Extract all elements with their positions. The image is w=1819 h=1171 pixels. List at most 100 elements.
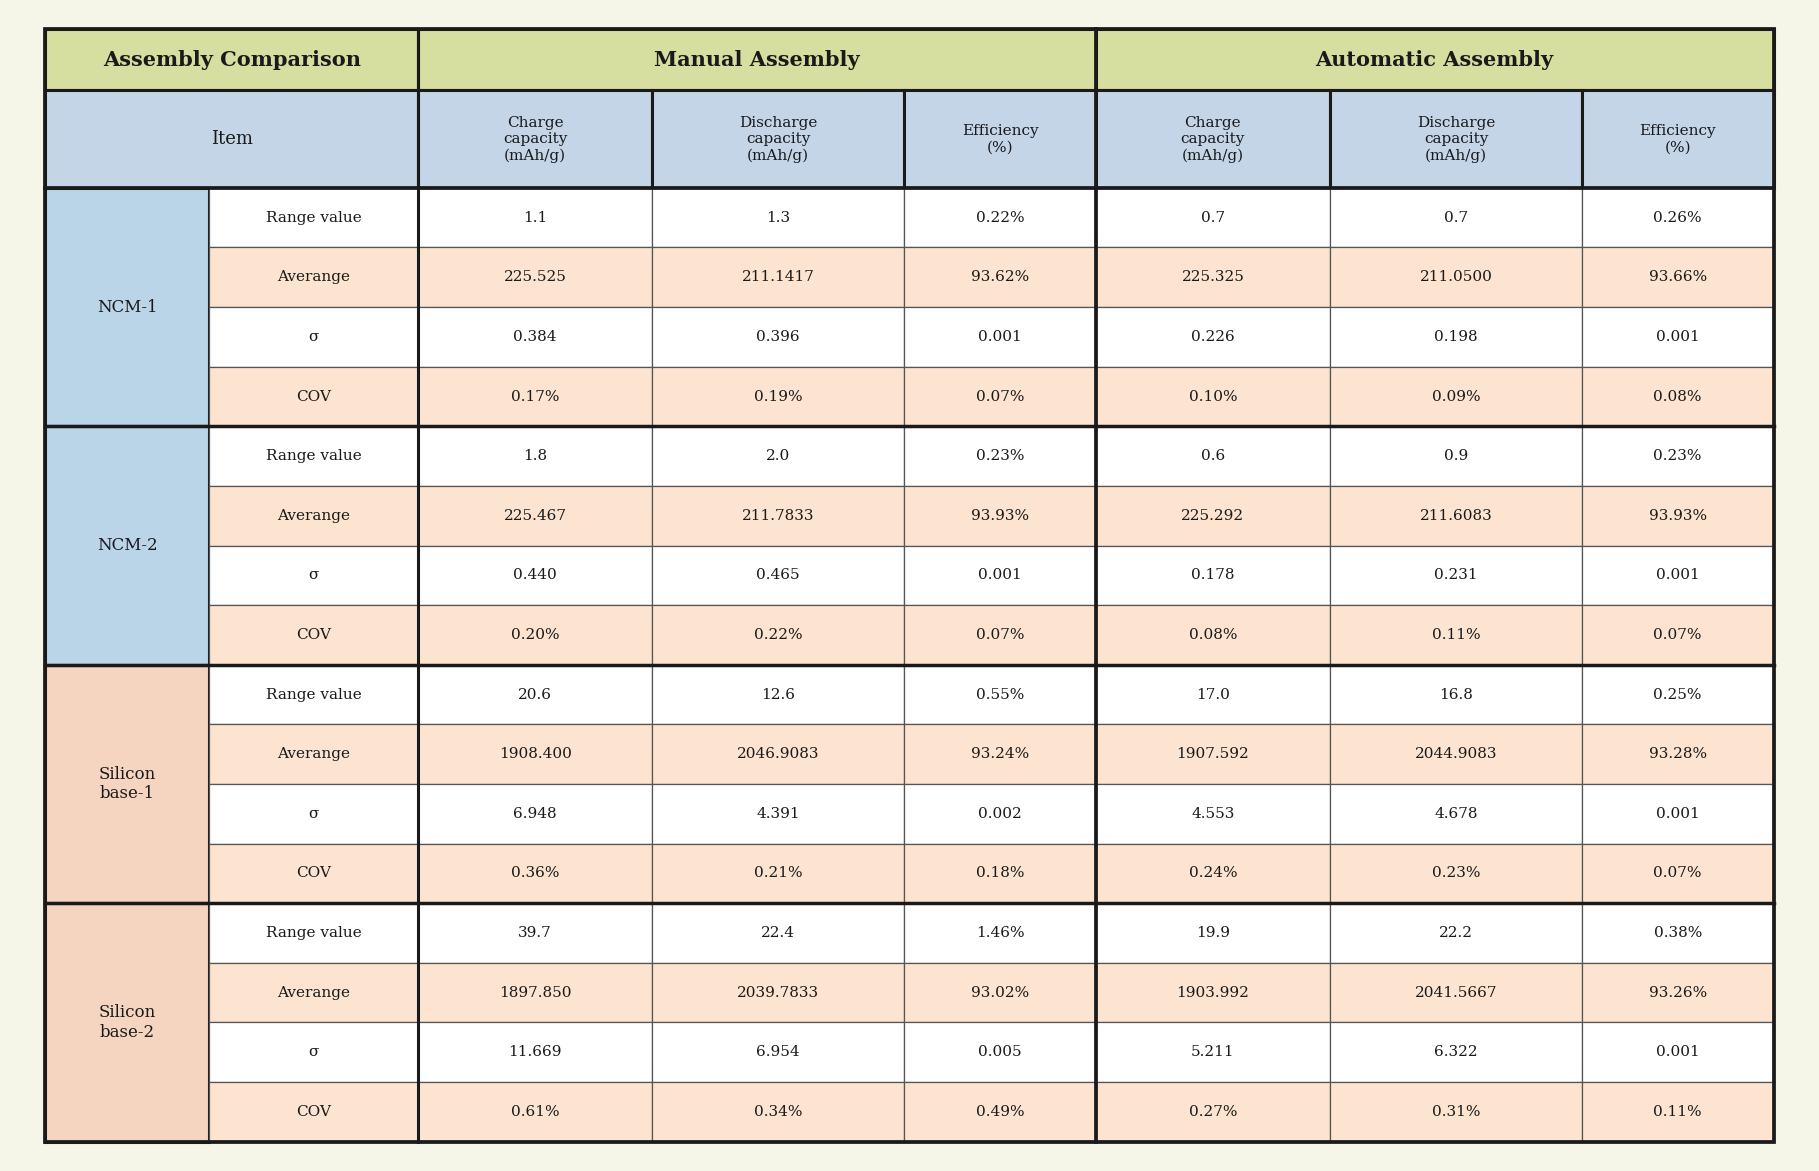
Text: 0.22%: 0.22%: [975, 211, 1024, 225]
Bar: [653, 843, 904, 903]
Text: 0.7: 0.7: [1201, 211, 1224, 225]
Text: 93.93%: 93.93%: [1648, 508, 1706, 522]
Text: NCM-1: NCM-1: [96, 299, 158, 316]
Text: 22.2: 22.2: [1439, 926, 1473, 940]
Text: NCM-2: NCM-2: [96, 537, 158, 554]
Bar: [1330, 546, 1583, 605]
Bar: [1095, 29, 1774, 90]
Text: 0.465: 0.465: [757, 568, 800, 582]
Text: 1.46%: 1.46%: [975, 926, 1024, 940]
Text: 93.24%: 93.24%: [971, 747, 1030, 761]
Text: Charge
capacity
(mAh/g): Charge capacity (mAh/g): [1181, 116, 1244, 163]
Text: 6.948: 6.948: [513, 807, 557, 821]
Bar: [1583, 90, 1774, 187]
Bar: [1330, 963, 1583, 1022]
Text: 0.226: 0.226: [1191, 330, 1235, 344]
Bar: [1095, 90, 1330, 187]
Bar: [1095, 1022, 1330, 1082]
Bar: [1583, 785, 1774, 843]
Text: 0.09%: 0.09%: [1432, 390, 1481, 404]
Bar: [904, 785, 1095, 843]
Text: 0.08%: 0.08%: [1653, 390, 1703, 404]
Text: 1897.850: 1897.850: [498, 986, 571, 1000]
Bar: [1095, 426, 1330, 486]
Text: 4.391: 4.391: [757, 807, 800, 821]
Bar: [904, 486, 1095, 546]
Text: σ: σ: [307, 568, 318, 582]
Text: 0.22%: 0.22%: [753, 628, 802, 642]
Text: 2039.7833: 2039.7833: [737, 986, 819, 1000]
Bar: [418, 187, 653, 247]
Text: 0.07%: 0.07%: [975, 628, 1024, 642]
Bar: [904, 665, 1095, 725]
Bar: [1583, 903, 1774, 963]
Bar: [418, 247, 653, 307]
Text: 0.49%: 0.49%: [975, 1105, 1024, 1119]
Bar: [209, 1022, 418, 1082]
Bar: [1330, 486, 1583, 546]
Bar: [904, 247, 1095, 307]
Bar: [653, 1022, 904, 1082]
Bar: [1330, 843, 1583, 903]
Bar: [209, 843, 418, 903]
Bar: [904, 187, 1095, 247]
Bar: [418, 843, 653, 903]
Text: 211.1417: 211.1417: [742, 271, 815, 285]
Text: 1.8: 1.8: [524, 450, 548, 464]
Text: Silicon
base-1: Silicon base-1: [98, 766, 156, 802]
Bar: [653, 903, 904, 963]
Text: 225.467: 225.467: [504, 508, 568, 522]
Text: 0.08%: 0.08%: [1188, 628, 1237, 642]
Text: Manual Assembly: Manual Assembly: [655, 50, 860, 70]
Text: 0.07%: 0.07%: [975, 390, 1024, 404]
Bar: [418, 546, 653, 605]
Text: 225.325: 225.325: [1182, 271, 1244, 285]
Bar: [1095, 843, 1330, 903]
Text: 11.669: 11.669: [508, 1046, 562, 1060]
Text: 0.001: 0.001: [1655, 1046, 1699, 1060]
Bar: [1583, 843, 1774, 903]
Text: 17.0: 17.0: [1195, 687, 1230, 701]
Text: 0.396: 0.396: [757, 330, 800, 344]
Text: Range value: Range value: [266, 687, 362, 701]
Text: 0.61%: 0.61%: [511, 1105, 560, 1119]
Text: σ: σ: [307, 330, 318, 344]
Bar: [209, 187, 418, 247]
Text: 20.6: 20.6: [518, 687, 553, 701]
Bar: [1095, 546, 1330, 605]
Text: 93.26%: 93.26%: [1648, 986, 1706, 1000]
Text: 0.23%: 0.23%: [1432, 867, 1481, 881]
Text: 0.005: 0.005: [979, 1046, 1022, 1060]
Bar: [1583, 367, 1774, 426]
Text: 2046.9083: 2046.9083: [737, 747, 820, 761]
Bar: [653, 307, 904, 367]
Text: 0.001: 0.001: [979, 330, 1022, 344]
Text: 0.36%: 0.36%: [511, 867, 560, 881]
Bar: [209, 725, 418, 785]
Bar: [653, 785, 904, 843]
Text: Efficiency
(%): Efficiency (%): [1639, 124, 1715, 155]
Bar: [209, 903, 418, 963]
Text: 4.678: 4.678: [1433, 807, 1477, 821]
Bar: [653, 90, 904, 187]
Bar: [1330, 903, 1583, 963]
Bar: [1095, 785, 1330, 843]
Text: 0.07%: 0.07%: [1653, 628, 1703, 642]
Bar: [418, 1082, 653, 1142]
Bar: [1330, 1082, 1583, 1142]
Bar: [45, 90, 418, 187]
Bar: [653, 486, 904, 546]
Text: 16.8: 16.8: [1439, 687, 1473, 701]
Text: 0.19%: 0.19%: [753, 390, 802, 404]
Bar: [904, 90, 1095, 187]
Bar: [1583, 665, 1774, 725]
Bar: [1330, 1022, 1583, 1082]
Bar: [1330, 187, 1583, 247]
Text: Assembly Comparison: Assembly Comparison: [102, 50, 360, 70]
Bar: [45, 187, 209, 426]
Text: 6.954: 6.954: [757, 1046, 800, 1060]
Bar: [418, 665, 653, 725]
Bar: [1330, 307, 1583, 367]
Bar: [1583, 486, 1774, 546]
Bar: [418, 725, 653, 785]
